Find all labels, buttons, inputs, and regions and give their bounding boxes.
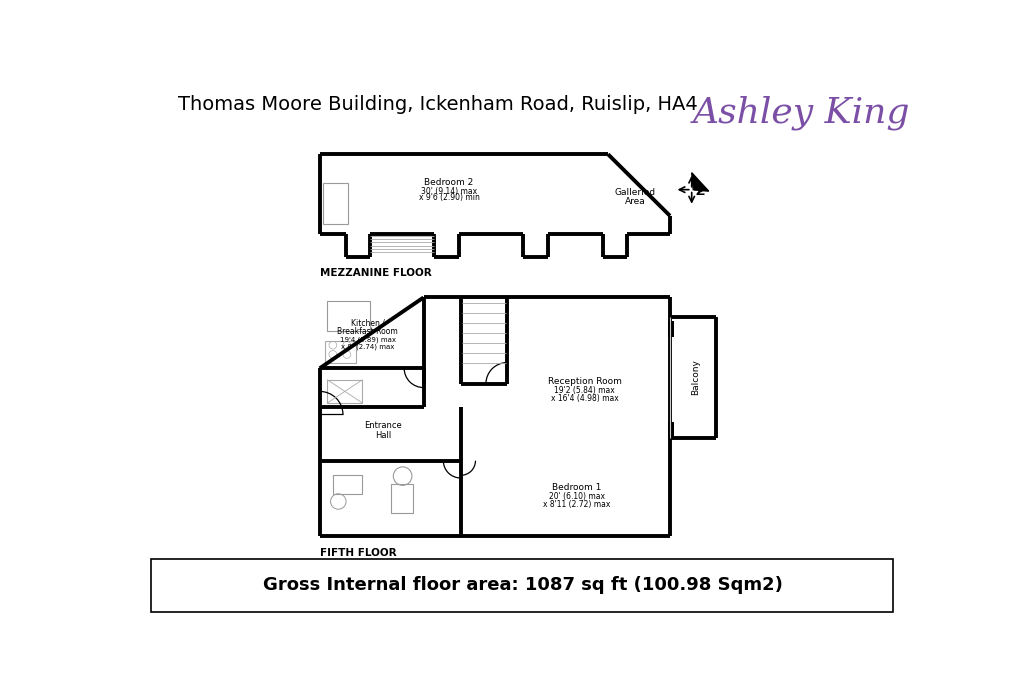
Text: Breakfast Room: Breakfast Room [337,327,397,336]
Bar [325,341,356,363]
Text: Hall: Hall [375,431,391,440]
Bar [667,320,674,338]
Text: Reception Room: Reception Room [547,377,621,386]
Text: Balcony: Balcony [691,359,699,395]
Polygon shape [691,173,708,191]
Text: Ashley King: Ashley King [692,95,910,130]
Text: Thomas Moore Building, Ickenham Road, Ruislip, HA4: Thomas Moore Building, Ickenham Road, Ru… [177,95,697,115]
Bar [332,475,362,494]
Text: 19'2 (5.84) max: 19'2 (5.84) max [554,386,614,395]
Bar [327,380,362,403]
Text: x 9' (2.74) max: x 9' (2.74) max [340,343,394,350]
Text: Galleried: Galleried [614,188,655,197]
Text: Bedroom 2: Bedroom 2 [424,178,473,187]
Bar [322,183,347,224]
Text: x 8'11 (2.72) max: x 8'11 (2.72) max [543,500,610,509]
Text: x 16'4 (4.98) max: x 16'4 (4.98) max [550,393,618,402]
Text: Entrance: Entrance [364,421,401,430]
Text: 19'4 (5.89) max: 19'4 (5.89) max [339,336,395,343]
Text: Bedroom 1: Bedroom 1 [551,483,601,492]
Text: 30' (9.14) max: 30' (9.14) max [421,186,477,195]
Bar [151,559,893,612]
Text: Kitchen /: Kitchen / [351,319,384,328]
Bar [667,422,674,439]
Bar [390,484,413,513]
Text: FIFTH FLOOR: FIFTH FLOOR [319,548,396,557]
Text: MEZZANINE FLOOR: MEZZANINE FLOOR [319,268,431,278]
Text: 20' (6.10) max: 20' (6.10) max [548,492,604,501]
Text: Area: Area [624,197,645,206]
Text: Gross Internal floor area: 1087 sq ft (100.98 Sqm2): Gross Internal floor area: 1087 sq ft (1… [263,576,782,594]
Text: Z: Z [695,185,704,197]
Text: x 9'6 (2.90) min: x 9'6 (2.90) min [418,193,479,202]
Bar [327,302,370,331]
